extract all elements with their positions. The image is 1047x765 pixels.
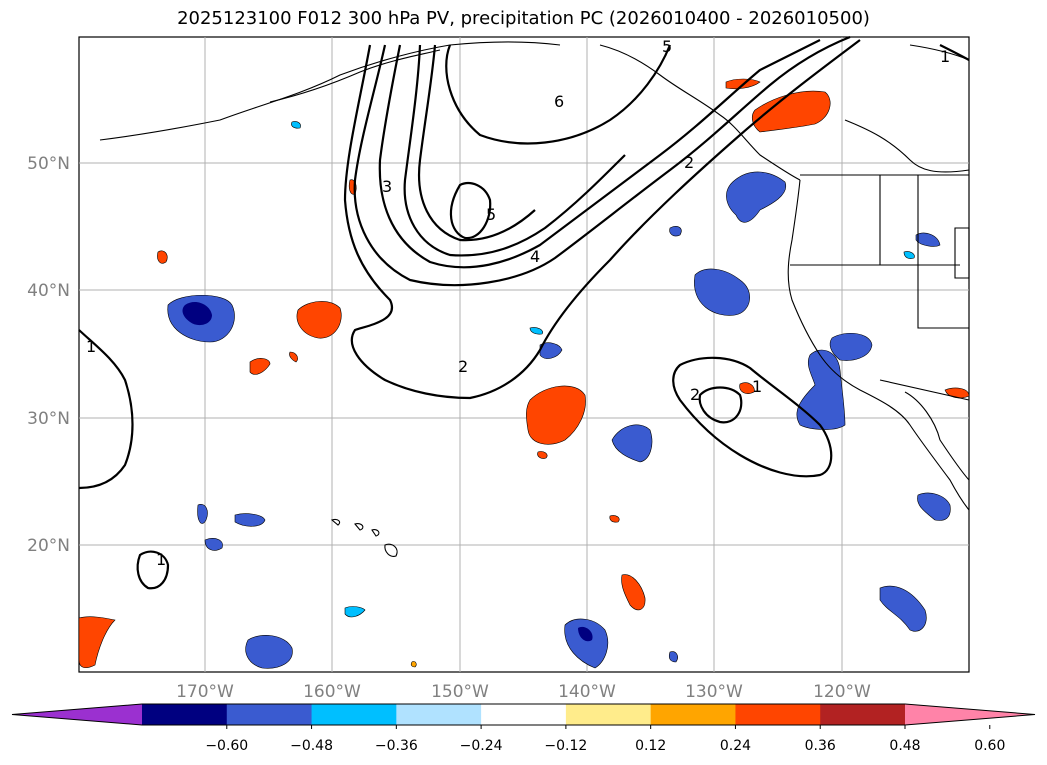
lat-label: 30°N <box>27 409 70 429</box>
colorbar-extend-high <box>905 704 1035 725</box>
colorbar-tick-label: −0.48 <box>290 738 333 754</box>
map-panel: 5 6 3 5 4 2 2 1 2 1 1 1 <box>78 35 970 673</box>
contour-label: 5 <box>662 37 672 56</box>
contour-label: 1 <box>156 550 166 569</box>
latitude-labels: 50°N 40°N 30°N 20°N <box>27 154 70 556</box>
precip-positive <box>78 78 970 669</box>
lat-label: 20°N <box>27 536 70 556</box>
colorbar-outline <box>11 703 1036 726</box>
colorbar-tick-label: 0.36 <box>805 738 836 754</box>
contour-label: 1 <box>86 337 96 356</box>
contour-label: 5 <box>486 205 496 224</box>
colorbar-tick-label: −0.60 <box>205 738 248 754</box>
lat-label: 40°N <box>27 281 70 301</box>
lat-label: 50°N <box>27 154 70 174</box>
colorbar-tick-label: 0.12 <box>635 738 666 754</box>
map-title: 2025123100 F012 300 hPa PV, precipitatio… <box>177 8 870 29</box>
lon-label: 170°W <box>176 682 234 702</box>
contour-labels: 5 6 3 5 4 2 2 1 2 1 1 1 <box>86 37 950 569</box>
colorbar-segment <box>820 704 906 725</box>
contour-label: 4 <box>530 247 540 266</box>
colorbar-extend-low <box>12 704 142 725</box>
colorbar-segment <box>396 704 482 725</box>
longitude-labels: 170°W 160°W 150°W 140°W 130°W 120°W <box>176 682 871 702</box>
lon-label: 130°W <box>685 682 743 702</box>
colorbar-segment <box>142 704 228 725</box>
colorbar-segment <box>311 704 397 725</box>
lon-label: 140°W <box>558 682 616 702</box>
colorbar-tick-label: −0.12 <box>544 738 587 754</box>
contour-label: 2 <box>684 153 694 172</box>
colorbar-tick-label: 0.48 <box>889 738 920 754</box>
precip-negative <box>167 121 951 669</box>
lon-label: 120°W <box>813 682 871 702</box>
contour-label: 6 <box>554 92 564 111</box>
colorbar-tick-label: −0.24 <box>460 738 503 754</box>
gridlines <box>79 37 969 672</box>
contour-label: 2 <box>458 357 468 376</box>
colorbar: −0.60 −0.48 −0.36 −0.24 −0.12 0.12 0.24 0.36 0.4… <box>11 703 1036 754</box>
contour-label: 3 <box>382 177 392 196</box>
colorbar-segment <box>735 704 821 725</box>
colorbar-tick-label: −0.36 <box>375 738 418 754</box>
colorbar-segment <box>650 704 736 725</box>
lon-label: 150°W <box>431 682 489 702</box>
lon-label: 160°W <box>303 682 361 702</box>
colorbar-segment <box>481 704 567 725</box>
contour-label: 1 <box>752 377 762 396</box>
colorbar-segment <box>226 704 313 725</box>
coastlines <box>99 41 970 557</box>
contour-label: 1 <box>940 47 950 66</box>
pv-contours <box>78 35 970 590</box>
contour-label: 2 <box>690 385 700 404</box>
colorbar-tick-label: 0.60 <box>974 738 1005 754</box>
colorbar-segment <box>565 704 652 725</box>
colorbar-tick-label: 0.24 <box>720 738 751 754</box>
